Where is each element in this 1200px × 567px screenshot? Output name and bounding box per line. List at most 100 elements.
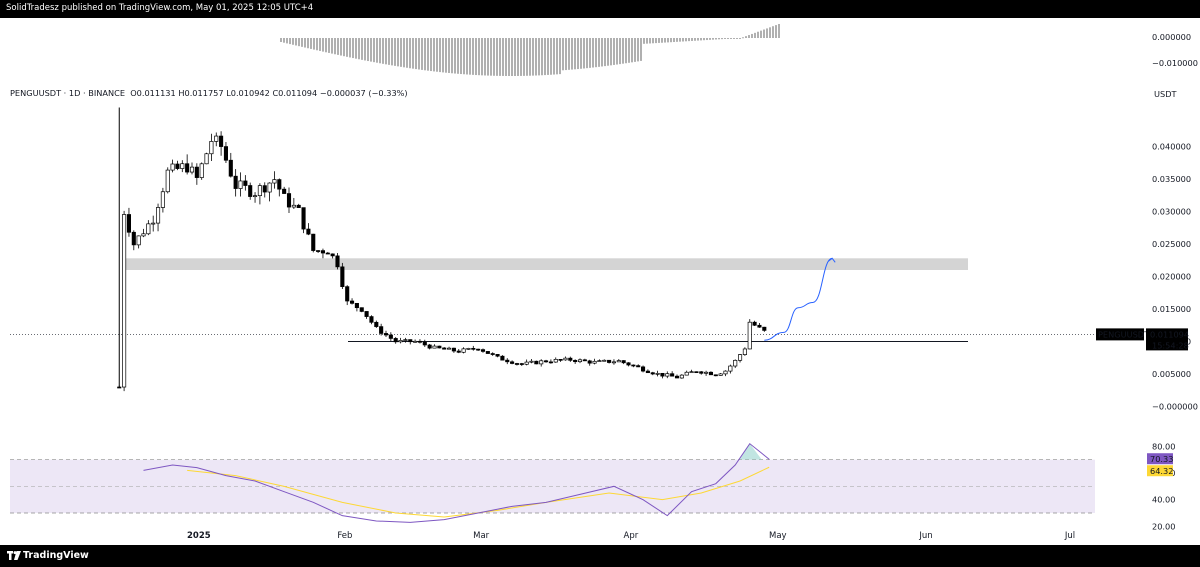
candle-body [587, 360, 592, 364]
candle-body [393, 338, 398, 343]
osc-bar [568, 38, 570, 70]
candle-body [320, 250, 326, 254]
osc-bar [457, 38, 459, 74]
candle-body [500, 355, 505, 361]
projection-arrowhead [827, 257, 836, 263]
rsi-line [143, 442, 770, 523]
osc-bar [409, 38, 411, 69]
time-axis: 2025 Feb Mar Apr May Jun Jul [187, 531, 1075, 541]
candle-body [442, 347, 447, 350]
price-axis: 0.040000 0.035000 0.030000 0.025000 0.020000… [1152, 142, 1198, 412]
candle-body [354, 302, 359, 309]
last-price-symbol: PENGUUSDT [1098, 329, 1150, 339]
osc-bar [562, 38, 564, 71]
candle-body [253, 195, 258, 198]
candle-body [408, 339, 413, 343]
price-pane[interactable] [10, 107, 1095, 392]
candle-body [427, 344, 432, 349]
candle-body [650, 372, 655, 375]
osc-bar [298, 38, 300, 47]
candle-body [505, 359, 510, 363]
candle-body [592, 360, 597, 364]
osc-bar [367, 38, 369, 62]
osc-bar [346, 38, 348, 57]
osc-bar [331, 38, 333, 54]
osc-bar [736, 38, 738, 39]
osc-bar [286, 38, 288, 44]
candle-body [335, 255, 340, 268]
osc-bar [448, 38, 450, 73]
osc-bar [340, 38, 342, 56]
candle-body [689, 371, 694, 374]
osc-bar [772, 26, 774, 38]
candle-body [655, 372, 660, 375]
osc-bar [382, 38, 384, 64]
osc-bar [505, 38, 507, 76]
legend-open: O0.011131 [130, 88, 176, 98]
last-price-tag: PENGUUSDT 0.011094 15:54:28 [1096, 328, 1189, 351]
osc-bar [694, 38, 696, 41]
candle-body [524, 361, 529, 365]
price-unit: USDT [1154, 89, 1177, 99]
candle-body [156, 207, 161, 224]
osc-bar [580, 38, 582, 69]
osc-bar [625, 38, 627, 64]
osc-bar [493, 38, 495, 76]
osc-bar [763, 29, 765, 38]
rsi-overbought-fill [739, 443, 762, 460]
candle-body [456, 350, 461, 353]
osc-bar [565, 38, 567, 71]
rsi-pane[interactable] [10, 442, 1095, 523]
osc-bar [595, 38, 597, 68]
osc-bar [571, 38, 573, 70]
osc-bar [721, 38, 723, 40]
candle-body [369, 316, 374, 323]
price-tick: 0.025000 [1152, 239, 1191, 249]
candle-body [277, 179, 282, 190]
osc-bar [292, 38, 294, 45]
time-tick: Mar [473, 531, 490, 541]
candle-body [514, 363, 520, 365]
footer-bar: TradingView [0, 545, 1200, 567]
candle-body [616, 360, 621, 363]
chart-canvas[interactable]: USDT 0.0400000.0350000.0300000.0250000.0… [0, 18, 1200, 545]
candle-body [417, 340, 423, 343]
osc-bar [613, 38, 615, 65]
osc-bar [715, 38, 717, 40]
osc-bar [601, 38, 603, 67]
candle-body [577, 359, 583, 363]
candle-body [170, 163, 175, 171]
osc-bar [424, 38, 426, 71]
candle-body [684, 371, 689, 376]
osc-bar [316, 38, 318, 51]
candle-body [558, 358, 563, 361]
candle-body [694, 371, 699, 374]
candle-body [451, 347, 456, 352]
osc-bar [739, 38, 741, 39]
candle-body [199, 163, 204, 178]
osc-bar [532, 38, 534, 76]
oscillator-histogram [280, 24, 780, 76]
price-tick: −0.000000 [1152, 402, 1198, 412]
candle-body [301, 207, 306, 230]
osc-bar [430, 38, 432, 72]
osc-bar [538, 38, 540, 76]
osc-bar [574, 38, 576, 70]
rsi-tick: 20.00 [1152, 521, 1175, 531]
osc-bar [559, 38, 561, 75]
osc-bar [688, 38, 690, 42]
candle-body [607, 359, 612, 363]
osc-bar [598, 38, 600, 67]
osc-bar [439, 38, 441, 73]
osc-bar [310, 38, 312, 49]
osc-bar [475, 38, 477, 76]
candle-body [374, 321, 379, 327]
osc-bar [391, 38, 393, 66]
rsi-ma-line [187, 466, 770, 518]
time-tick: Apr [624, 531, 639, 541]
osc-bar [433, 38, 435, 72]
legend-change: −0.000037 (−0.33%) [319, 88, 408, 98]
candle-body [175, 163, 180, 169]
legend-close: C0.011094 [272, 88, 318, 98]
osc-bar [364, 38, 366, 61]
